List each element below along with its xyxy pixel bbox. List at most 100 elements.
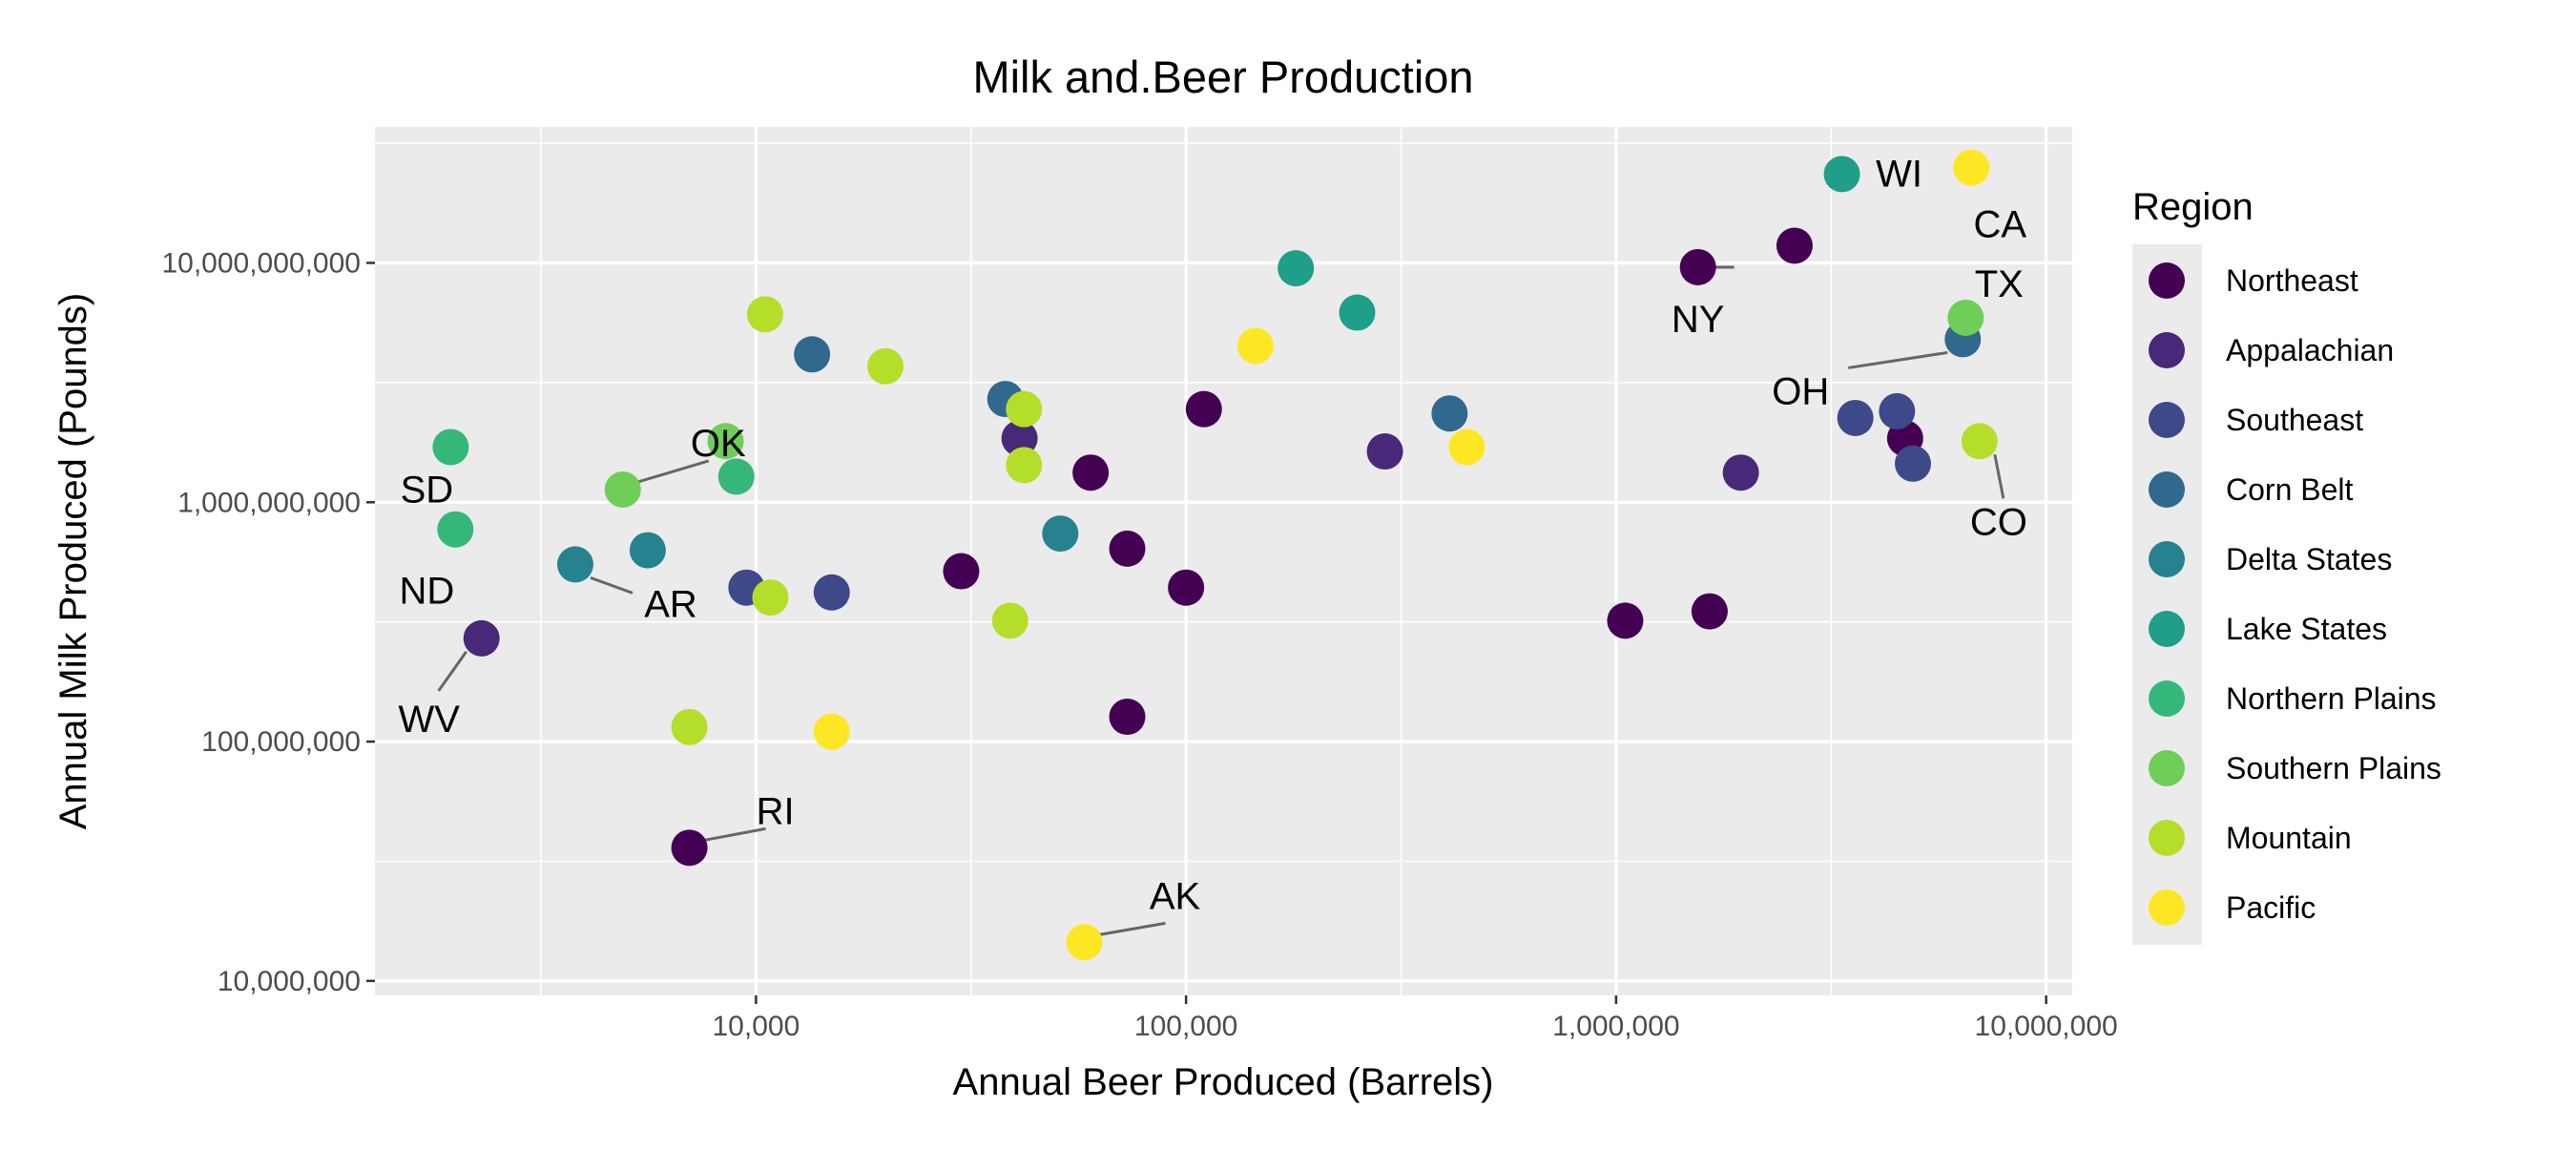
axes: 10,000 100,000 1,000,000 10,000,000 10,000,0… [161, 247, 2117, 1042]
point-label-ok: OK [691, 423, 746, 465]
legend-label-northern-plains: Northern Plains [2226, 681, 2437, 716]
point-label-oh: OH [1772, 370, 1829, 412]
data-point-mountain [671, 708, 708, 745]
data-point-appalachian [1366, 433, 1403, 470]
data-point-mountain [746, 296, 783, 333]
data-point-northern-plains [437, 511, 474, 548]
legend-title: Region [2132, 186, 2254, 228]
point-label-ca: CA [1973, 204, 2026, 246]
data-point-northeast [1109, 699, 1146, 736]
legend-key-pacific [2149, 889, 2185, 926]
data-point-lake-states [1339, 294, 1376, 331]
legend-label-southern-plains: Southern Plains [2226, 751, 2441, 785]
data-point-delta-states [629, 532, 666, 569]
data-point-lake-states [1823, 156, 1860, 193]
data-point-northeast [1679, 248, 1716, 285]
legend-key-appalachian [2149, 332, 2185, 368]
data-point-mountain [1006, 447, 1043, 484]
point-label-wv: WV [398, 699, 460, 741]
label-callout-line [1993, 453, 2005, 499]
legend-label-northeast: Northeast [2226, 263, 2358, 298]
x-axis-title: Annual Beer Produced (Barrels) [953, 1061, 1494, 1103]
data-point-southeast [1894, 445, 1931, 482]
data-point-pacific [1953, 149, 1990, 186]
data-point-northeast [1168, 569, 1205, 606]
point-label-co: CO [1970, 501, 2027, 543]
plot-panel [375, 127, 2072, 995]
data-point-northeast [1691, 593, 1728, 630]
data-point-lake-states [1278, 250, 1315, 287]
data-point-southeast [813, 574, 850, 611]
label-callout-line [1848, 350, 1948, 369]
data-point-southeast [1837, 399, 1874, 436]
gridlines [375, 127, 2072, 995]
y-tick-label: 10,000,000 [218, 966, 361, 997]
data-point-mountain [752, 579, 789, 617]
legend-label-appalachian: Appalachian [2226, 333, 2394, 367]
data-point-appalachian [463, 619, 500, 657]
point-label-ri: RI [757, 790, 795, 832]
point-label-wi: WI [1876, 153, 1922, 195]
data-point-northern-plains [717, 458, 755, 495]
data-point-southern-plains [604, 470, 641, 508]
legend-key-lake-states [2149, 611, 2185, 647]
label-callout-line [704, 826, 766, 842]
data-point-corn-belt [794, 336, 831, 373]
data-point-northeast [1109, 530, 1146, 567]
y-tick-label: 1,000,000,000 [177, 487, 361, 518]
x-tick-label: 100,000 [1134, 1011, 1237, 1042]
data-point-pacific [813, 713, 850, 750]
point-labels: NY RI WV OH AR WI SD ND OK TX CO CA AK [398, 153, 2026, 917]
data-point-mountain [867, 347, 904, 385]
data-points [432, 149, 1998, 961]
data-point-appalachian [1001, 420, 1038, 457]
legend-key-mountain [2149, 820, 2185, 856]
point-label-ar: AR [644, 583, 697, 625]
x-tick-label: 10,000,000 [1975, 1011, 2118, 1042]
data-point-mountain [1006, 390, 1043, 428]
point-label-tx: TX [1975, 263, 2024, 305]
legend-label-corn-belt: Corn Belt [2226, 472, 2354, 507]
data-point-northeast [943, 553, 980, 590]
data-point-northeast [1607, 602, 1644, 639]
data-point-delta-states [1042, 515, 1079, 553]
point-label-ny: NY [1672, 299, 1725, 341]
y-tick-label: 100,000,000 [201, 726, 361, 758]
label-callout-line [637, 459, 710, 484]
data-point-northeast [1072, 454, 1110, 491]
data-point-southern-plains [707, 423, 744, 460]
legend-label-delta-states: Delta States [2226, 542, 2392, 576]
legend: Region Northeast Appalachian Southeast Corn… [2132, 186, 2441, 945]
data-point-northeast [671, 829, 708, 867]
data-point-southeast [1879, 392, 1916, 429]
label-callouts [437, 265, 2005, 936]
point-label-sd: SD [401, 469, 454, 511]
data-point-pacific [1066, 924, 1103, 961]
data-point-mountain [1961, 423, 1998, 460]
legend-key-delta-states [2149, 541, 2185, 577]
data-point-appalachian [1722, 454, 1759, 491]
label-callout-line [1099, 921, 1166, 936]
data-point-mountain [991, 602, 1028, 639]
data-point-pacific [1448, 429, 1485, 466]
y-axis-title: Annual Milk Produced (Pounds) [52, 293, 94, 830]
legend-key-southeast [2149, 402, 2185, 438]
legend-label-southeast: Southeast [2226, 403, 2363, 437]
data-point-corn-belt [1431, 395, 1468, 432]
data-point-delta-states [556, 546, 593, 583]
legend-key-corn-belt [2149, 471, 2185, 508]
label-callout-line [590, 575, 634, 595]
data-point-pacific [1236, 327, 1274, 365]
point-label-nd: ND [399, 571, 454, 613]
x-tick-label: 1,000,000 [1552, 1011, 1679, 1042]
legend-items: Northeast Appalachian Southeast Corn Belt De… [2149, 262, 2441, 926]
data-point-northern-plains [432, 429, 469, 466]
label-callout-line [437, 651, 467, 692]
legend-label-mountain: Mountain [2226, 821, 2352, 855]
y-tick-label: 10,000,000,000 [161, 247, 361, 279]
chart-title: Milk and.Beer Production [972, 52, 1473, 102]
data-point-northeast [1185, 390, 1222, 428]
legend-label-lake-states: Lake States [2226, 612, 2387, 646]
